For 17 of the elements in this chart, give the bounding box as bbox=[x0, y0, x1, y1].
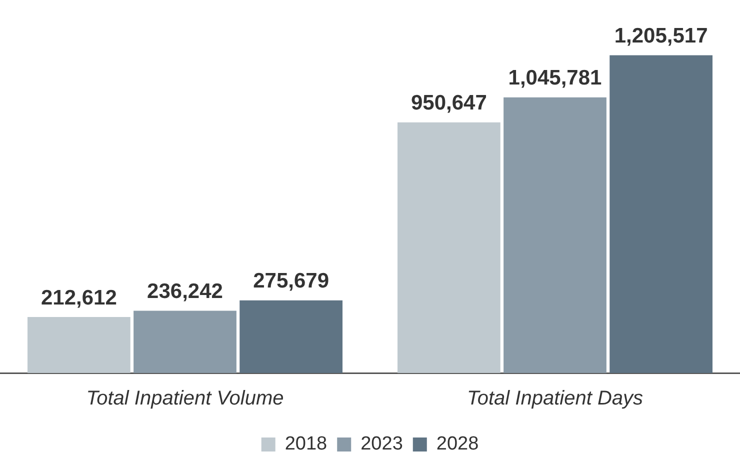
legend-label: 2018 bbox=[284, 434, 328, 455]
data-label: 212,612 bbox=[40, 286, 117, 310]
data-label: 236,242 bbox=[147, 280, 223, 304]
x-tick-label: Total Inpatient Days bbox=[466, 388, 644, 410]
data-label: 275,679 bbox=[253, 270, 330, 293]
bar bbox=[240, 300, 343, 373]
x-tick-label: Total Inpatient Volume bbox=[86, 388, 284, 410]
legend-label: 2028 bbox=[436, 434, 479, 455]
data-label: 950,647 bbox=[410, 92, 487, 115]
bar bbox=[610, 55, 713, 373]
bar bbox=[397, 122, 500, 373]
bar bbox=[504, 97, 606, 373]
legend-label: 2023 bbox=[360, 434, 403, 455]
data-label: 1,205,517 bbox=[614, 24, 708, 48]
data-label: 1,045,781 bbox=[508, 66, 602, 90]
bar bbox=[134, 310, 236, 373]
bar bbox=[27, 316, 130, 373]
